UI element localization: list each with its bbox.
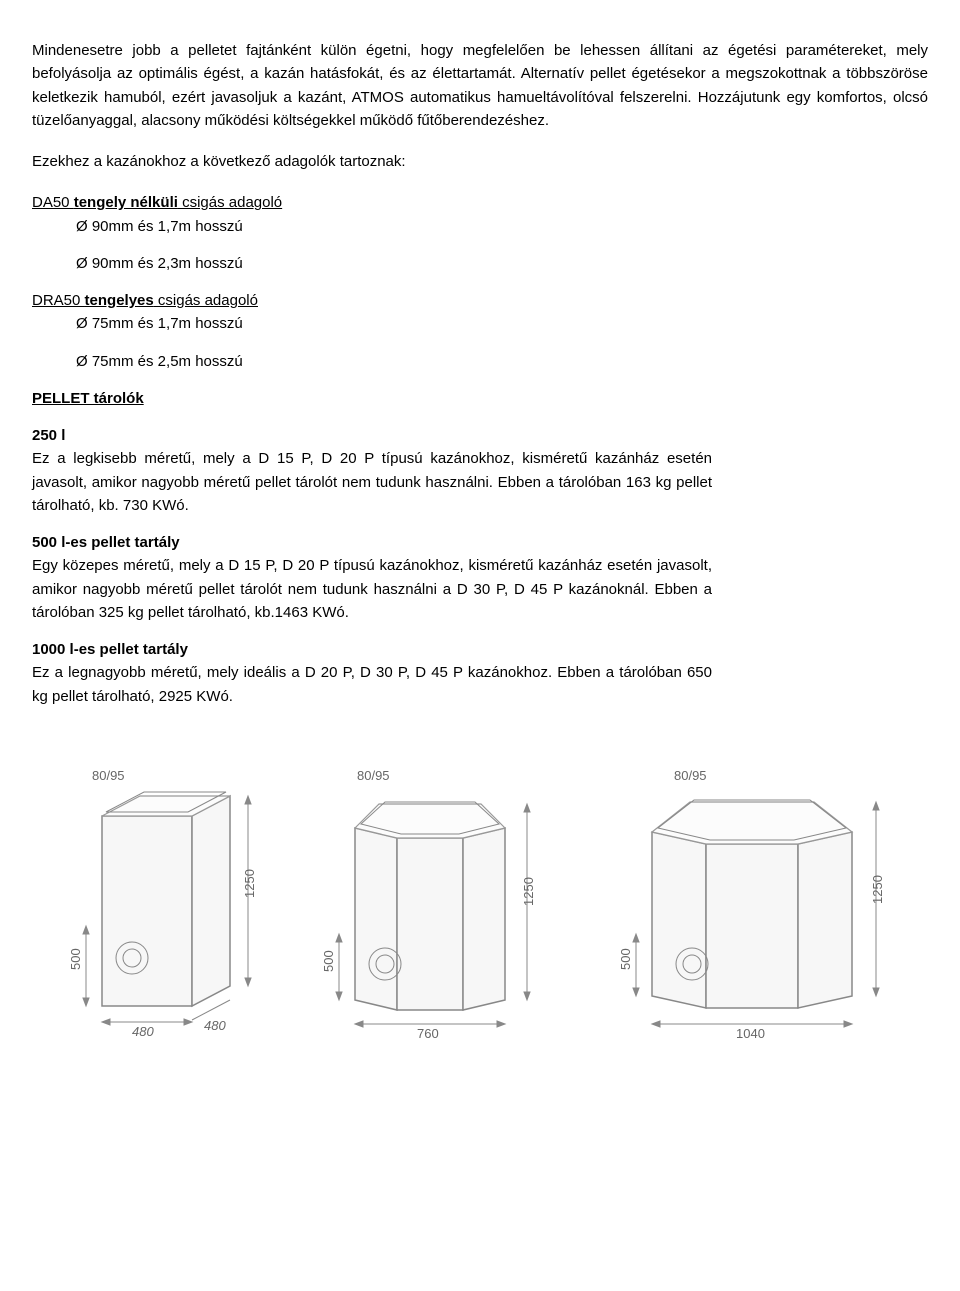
storage-1000-text: Ez a legnagyobb méretű, mely ideális a D… <box>32 664 712 704</box>
diagram-1000l: 80/95 1250 500 1040 <box>598 738 928 1038</box>
feeder-da50: DA50 tengely nélküli csigás adagoló Ø 90… <box>32 191 928 238</box>
feeder-da50-line2: Ø 90mm és 2,3m hosszú <box>76 252 928 275</box>
storage-1000: 1000 l-es pellet tartály Ez a legnagyobb… <box>32 638 712 708</box>
dim-top-1: 80/95 <box>92 768 125 783</box>
storage-250: 250 l Ez a legkisebb méretű, mely a D 15… <box>32 424 712 517</box>
feeder-dra50: DRA50 tengelyes csigás adagoló Ø 75mm és… <box>32 289 928 336</box>
dim-height-1: 1250 <box>242 869 257 898</box>
dim-base2-1: 480 <box>204 1018 226 1033</box>
diagram-1000l-svg: 80/95 1250 500 1040 <box>598 738 928 1038</box>
feeder-dra50-title: DRA50 tengelyes csigás adagoló <box>32 292 258 309</box>
storage-500-title: 500 l-es pellet tartály <box>32 531 712 554</box>
diagram-250l: 80/95 1250 500 <box>32 738 282 1038</box>
feeder-dra50-line2: Ø 75mm és 2,5m hosszú <box>76 350 928 373</box>
storage-heading: PELLET tárolók <box>32 387 928 410</box>
feeder-da50-bold: tengely nélküli <box>74 194 178 211</box>
dim-top-2: 80/95 <box>357 768 390 783</box>
intro-paragraph-1: Mindenesetre jobb a pelletet fajtánként … <box>32 39 928 132</box>
feeder-da50-suffix: csigás adagoló <box>178 194 282 211</box>
storage-250-text: Ez a legkisebb méretű, mely a D 15 P, D … <box>32 450 712 514</box>
feeder-dra50-bold: tengelyes <box>85 292 154 309</box>
dim-base-2: 760 <box>417 1026 439 1038</box>
diagram-500l: 80/95 1250 500 760 <box>295 738 585 1038</box>
feeder-dra50-line1: Ø 75mm és 1,7m hosszú <box>76 312 928 335</box>
storage-250-title: 250 l <box>32 424 712 447</box>
dim-side-1: 500 <box>68 948 83 970</box>
diagram-500l-svg: 80/95 1250 500 760 <box>295 738 585 1038</box>
dim-top-3: 80/95 <box>674 768 707 783</box>
diagram-250l-svg: 80/95 1250 500 <box>32 738 282 1038</box>
feeder-da50-line1: Ø 90mm és 1,7m hosszú <box>76 215 928 238</box>
dim-base-3: 1040 <box>736 1026 765 1038</box>
storage-1000-title: 1000 l-es pellet tartály <box>32 638 712 661</box>
storage-500: 500 l-es pellet tartály Egy közepes mére… <box>32 531 712 624</box>
diagrams-row: 80/95 1250 500 <box>32 738 928 1038</box>
feeder-dra50-prefix: DRA50 <box>32 292 85 309</box>
intro-paragraph-2: Ezekhez a kazánokhoz a következő adagoló… <box>32 150 928 173</box>
storage-500-text: Egy közepes méretű, mely a D 15 P, D 20 … <box>32 557 712 621</box>
feeder-dra50-suffix: csigás adagoló <box>154 292 258 309</box>
feeder-da50-prefix: DA50 <box>32 194 74 211</box>
feeder-da50-title: DA50 tengely nélküli csigás adagoló <box>32 194 282 211</box>
dim-side-2: 500 <box>321 950 336 972</box>
dim-height-2: 1250 <box>521 877 536 906</box>
dim-base1-1: 480 <box>132 1024 154 1038</box>
dim-height-3: 1250 <box>870 875 885 904</box>
dim-side-3: 500 <box>618 948 633 970</box>
